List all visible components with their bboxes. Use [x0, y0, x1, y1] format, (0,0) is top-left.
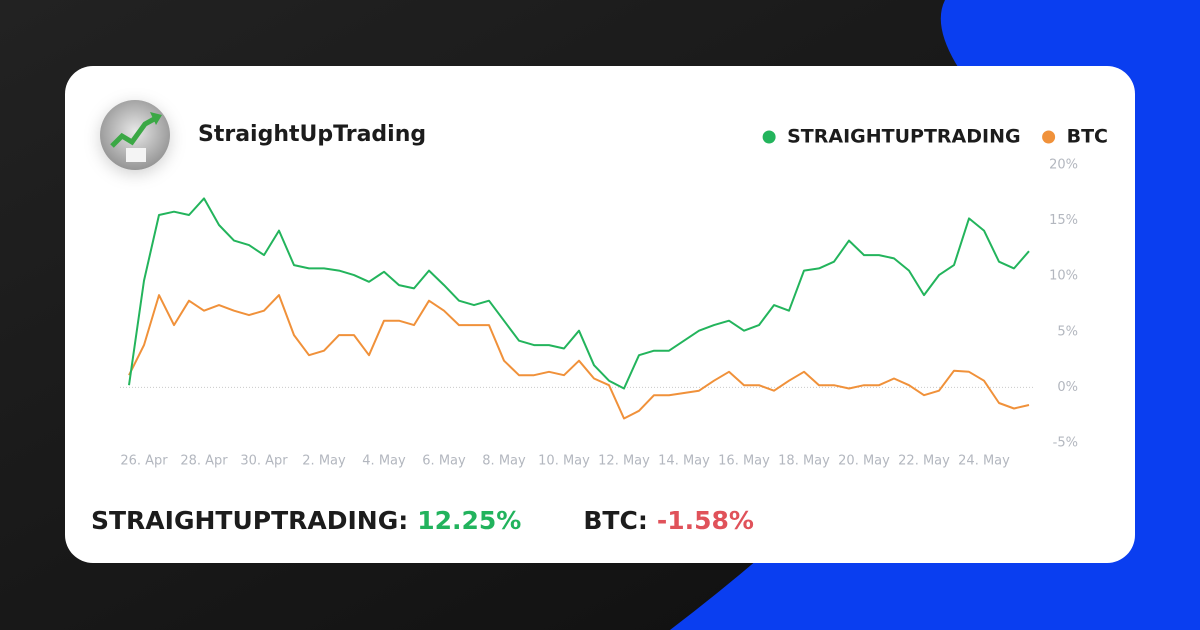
x-tick-label: 28. Apr — [180, 454, 228, 469]
summary-label: BTC: — [583, 506, 647, 535]
x-tick-label: 12. May — [598, 454, 650, 469]
series-line — [128, 294, 1030, 420]
avatar — [100, 100, 170, 170]
y-tick-label: 20% — [1049, 158, 1078, 173]
card — [65, 66, 1135, 563]
x-tick-label: 4. May — [362, 454, 406, 469]
summary-label: STRAIGHTUPTRADING: — [91, 506, 408, 535]
y-tick-label: 15% — [1049, 213, 1078, 228]
x-tick-label: 16. May — [718, 454, 770, 469]
legend: BTC STRAIGHTUPTRADING — [762, 126, 1108, 148]
legend-label: STRAIGHTUPTRADING — [787, 126, 1021, 148]
x-tick-label: 6. May — [422, 454, 466, 469]
summary: STRAIGHTUPTRADING: 12.25% BTC: -1.58% — [91, 506, 754, 535]
x-tick-label: 14. May — [658, 454, 710, 469]
y-tick-label: 5% — [1057, 324, 1078, 339]
x-tick-label: 20. May — [838, 454, 890, 469]
x-tick-label: 18. May — [778, 454, 830, 469]
summary-value: -1.58% — [657, 506, 754, 535]
x-tick-label: 22. May — [898, 454, 950, 469]
summary-value: 12.25% — [417, 506, 521, 535]
x-tick-label: 24. May — [958, 454, 1010, 469]
legend-label: BTC — [1067, 126, 1108, 148]
x-tick-label: 26. Apr — [120, 454, 168, 469]
legend-dot — [1042, 130, 1056, 144]
x-tick-label: 30. Apr — [240, 454, 288, 469]
y-tick-label: 0% — [1057, 380, 1078, 395]
account-name: StraightUpTrading — [198, 122, 426, 147]
y-tick-label: -5% — [1053, 436, 1078, 451]
x-tick-label: 2. May — [302, 454, 346, 469]
y-tick-label: 10% — [1049, 269, 1078, 284]
plot: -5% 0% 5% 10% 15% 20% 26. Apr 28. Apr 30. Apr 2. … — [120, 158, 1078, 469]
series-line — [128, 197, 1030, 390]
legend-dot — [762, 130, 776, 144]
x-tick-label: 8. May — [482, 454, 526, 469]
x-tick-label: 10. May — [538, 454, 590, 469]
